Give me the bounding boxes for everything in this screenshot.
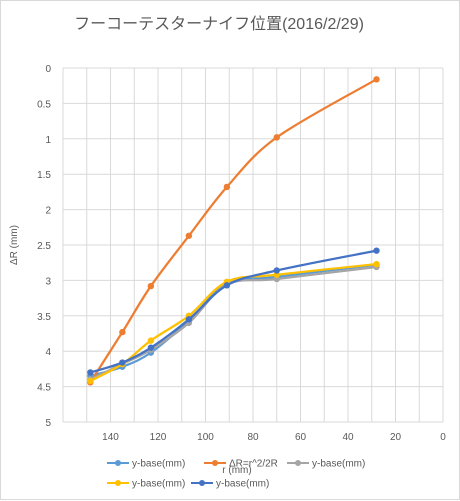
- series-5: [87, 247, 380, 376]
- legend-label: y-base(mm): [132, 479, 185, 490]
- data-point: [273, 267, 280, 274]
- y-tick-label: 2: [45, 206, 51, 217]
- legend-marker: [115, 460, 121, 466]
- data-point: [119, 359, 126, 366]
- x-tick-label: 140: [102, 432, 119, 443]
- grid-lines: [62, 67, 444, 423]
- legend-item: y-base(mm): [107, 459, 185, 470]
- x-tick-label: 80: [247, 432, 259, 443]
- x-tick-labels: 140 120 100 80 60 40 20 0: [102, 432, 446, 443]
- data-point: [185, 232, 193, 239]
- y-tick-label: 3: [45, 276, 51, 287]
- y-tick-label: 5: [45, 418, 51, 429]
- data-point: [273, 134, 280, 141]
- x-tick-label: 20: [390, 432, 402, 443]
- y-axis-label: ΔR (mm): [9, 225, 20, 265]
- data-point: [87, 377, 94, 385]
- data-point: [373, 260, 380, 268]
- data-point: [147, 344, 155, 351]
- legend-item: y-base(mm): [191, 479, 269, 490]
- legend-marker: [115, 480, 121, 486]
- legend-label: y-base(mm): [216, 479, 269, 490]
- y-tick-label: 1.5: [37, 170, 51, 181]
- data-point: [147, 337, 155, 344]
- y-tick-label: 4.5: [37, 383, 51, 394]
- y-tick-label: 1: [45, 135, 51, 146]
- x-tick-label: 100: [197, 432, 214, 443]
- legend-label: y-base(mm): [132, 459, 185, 470]
- data-point: [87, 369, 94, 376]
- data-point: [223, 282, 231, 289]
- series-line: [89, 78, 378, 383]
- legend-marker: [212, 460, 218, 466]
- data-point: [147, 282, 155, 290]
- legend-marker: [199, 480, 205, 486]
- legend-item: y-base(mm): [287, 459, 365, 470]
- data-point: [223, 183, 231, 191]
- x-tick-label: 60: [295, 432, 307, 443]
- x-tick-label: 120: [150, 432, 167, 443]
- x-axis-label: r (mm): [222, 465, 251, 476]
- data-point: [119, 328, 126, 336]
- legend: y-base(mm) ΔR=r^2/2R y-base(mm) y-base(mm) y…: [107, 459, 365, 490]
- y-tick-label: 0: [45, 64, 51, 75]
- legend-item: ΔR=r^2/2R: [204, 459, 278, 470]
- y-tick-label: 3.5: [37, 312, 51, 323]
- legend-label: y-base(mm): [312, 459, 365, 470]
- data-point: [373, 76, 380, 83]
- legend-label: ΔR=r^2/2R: [229, 459, 278, 470]
- x-tick-label: 0: [440, 432, 446, 443]
- series-4: [87, 260, 380, 385]
- y-tick-label: 2.5: [37, 241, 51, 252]
- y-tick-label: 4: [45, 347, 51, 358]
- legend-item: y-base(mm): [107, 479, 185, 490]
- x-tick-label: 40: [342, 432, 354, 443]
- data-point: [373, 247, 380, 254]
- series-2: [87, 76, 380, 386]
- y-tick-label: 0.5: [37, 99, 51, 110]
- y-tick-labels: 0 0.5 1 1.5 2 2.5 3 3.5 4 4.5 5: [37, 64, 51, 429]
- legend-marker: [295, 460, 301, 466]
- data-point: [185, 316, 193, 323]
- chart-title: フーコーテスターナイフ位置(2016/2/29): [74, 15, 364, 33]
- series-group: [87, 76, 380, 386]
